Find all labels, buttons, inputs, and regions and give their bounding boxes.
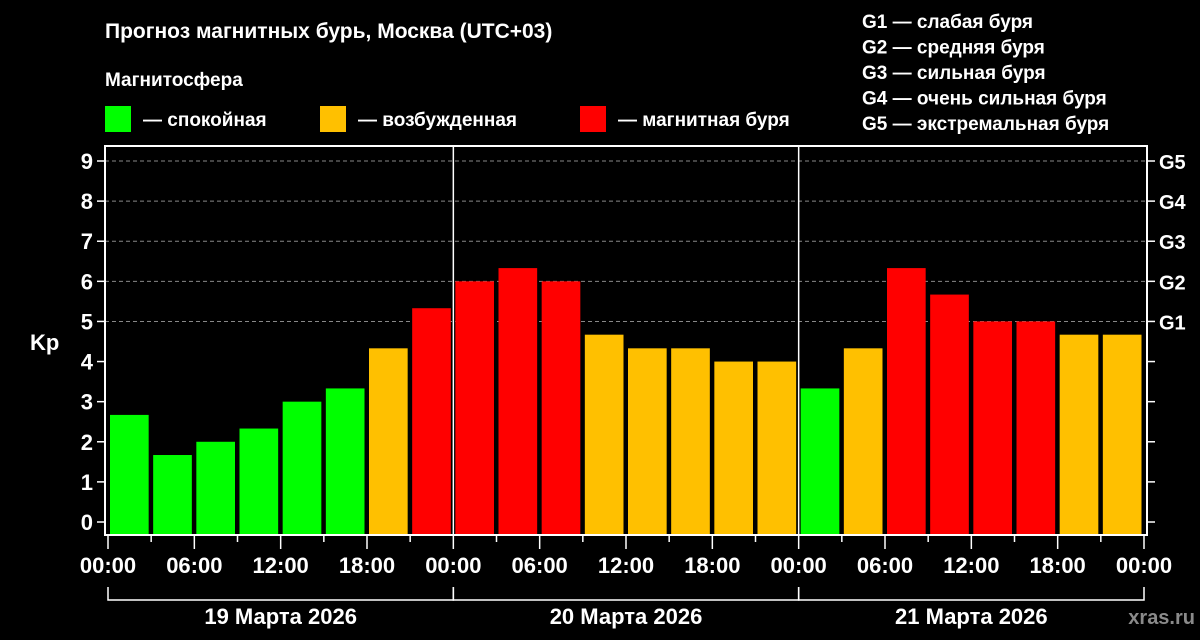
y-tick-label: 9 — [81, 149, 93, 174]
x-tick-label: 06:00 — [166, 553, 222, 578]
x-tick-label: 00:00 — [80, 553, 136, 578]
axes: 0 1 2 3 4 5 6 7 8 9 G1 G2 G3 G4 G5 00:00 06:00 12:00 18:00… — [80, 145, 1187, 629]
legend-label: — возбужденная — [358, 110, 517, 131]
y-tick-label: 0 — [81, 510, 93, 535]
bar — [153, 455, 192, 534]
y-tick-label: 1 — [81, 470, 93, 495]
x-tick-label: 12:00 — [253, 553, 309, 578]
bar — [930, 294, 969, 534]
day-label: 20 Марта 2026 — [550, 604, 703, 629]
y-tick-label: 4 — [81, 350, 94, 375]
g-tick-label: G1 — [1159, 312, 1186, 334]
y-tick-label: 6 — [81, 269, 93, 294]
legend-swatch — [320, 106, 346, 132]
bar — [239, 428, 279, 534]
bar — [1016, 321, 1056, 534]
y-tick-label: 3 — [81, 390, 93, 415]
g-legend-item: G1 — слабая буря — [862, 12, 1033, 33]
g-tick-label: G3 — [1159, 232, 1186, 254]
g-tick-label: G2 — [1159, 272, 1186, 294]
y-tick-label: 5 — [81, 309, 93, 334]
legend-label: — спокойная — [143, 110, 267, 131]
x-tick-label: 12:00 — [598, 553, 654, 578]
bar — [1102, 334, 1142, 534]
y-axis-label: Kp — [30, 330, 59, 355]
bar — [800, 388, 840, 534]
legend-swatch — [105, 106, 131, 132]
watermark: xras.ru — [1128, 607, 1195, 629]
x-tick-label: 18:00 — [684, 553, 740, 578]
g-legend-item: G4 — очень сильная буря — [862, 89, 1107, 110]
bar — [887, 268, 926, 534]
bar — [498, 268, 538, 534]
y-tick-label: 7 — [81, 229, 93, 254]
legend-label: — магнитная буря — [618, 110, 790, 131]
bar — [757, 361, 797, 534]
grid — [105, 160, 1147, 322]
g-tick-label: G4 — [1159, 192, 1187, 214]
g-scale-legend: G1 — слабая буря G2 — средняя буря G3 — си… — [862, 12, 1109, 135]
bars — [110, 268, 1142, 534]
bar — [282, 401, 322, 534]
x-tick-label: 06:00 — [857, 553, 913, 578]
bar — [843, 348, 883, 534]
x-tick-label: 06:00 — [512, 553, 568, 578]
bar — [973, 321, 1012, 534]
g-tick-label: G5 — [1159, 152, 1186, 174]
y-tick-label: 2 — [81, 430, 93, 455]
x-tick-label: 12:00 — [943, 553, 999, 578]
bar — [196, 441, 235, 534]
g-legend-item: G5 — экстремальная буря — [862, 114, 1109, 135]
chart-title: Прогноз магнитных бурь, Москва (UTC+03) — [105, 20, 552, 43]
x-tick-label: 00:00 — [1116, 553, 1172, 578]
bar — [110, 414, 149, 534]
y-tick-label: 8 — [81, 189, 93, 214]
bar — [671, 348, 710, 534]
bar — [325, 388, 365, 534]
legend: — спокойная — возбужденная — магнитная бур… — [105, 106, 790, 132]
x-tick-label: 18:00 — [1030, 553, 1086, 578]
g-legend-item: G3 — сильная буря — [862, 63, 1046, 84]
g-legend-item: G2 — средняя буря — [862, 38, 1045, 59]
bar — [714, 361, 753, 534]
x-tick-label: 00:00 — [771, 553, 827, 578]
bar — [584, 334, 624, 534]
x-tick-label: 00:00 — [425, 553, 481, 578]
day-bracket — [797, 587, 1145, 601]
legend-title: Магнитосфера — [105, 70, 243, 91]
bar — [455, 281, 494, 534]
bar — [628, 348, 667, 534]
legend-swatch — [580, 106, 606, 132]
bar — [412, 308, 451, 534]
day-bracket — [452, 587, 800, 601]
bar — [369, 348, 408, 534]
day-bracket — [107, 587, 455, 601]
day-label: 19 Марта 2026 — [204, 604, 357, 629]
bar — [541, 281, 581, 534]
bar — [1059, 334, 1099, 534]
x-tick-label: 18:00 — [339, 553, 395, 578]
day-label: 21 Марта 2026 — [895, 604, 1048, 629]
